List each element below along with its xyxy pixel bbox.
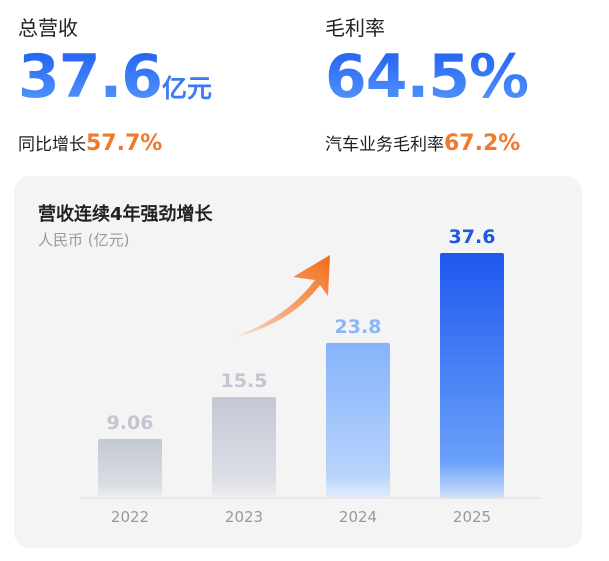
kpi-value: 64.5% <box>325 42 529 112</box>
kpi-sub-label: 汽车业务毛利率 <box>325 135 444 155</box>
kpi-revenue: 总营收 37.6亿元 同比增长57.7% <box>18 14 212 158</box>
bar-2022 <box>98 438 162 498</box>
data-label: 15.5 <box>221 370 268 392</box>
data-label: 37.6 <box>449 226 496 248</box>
x-tick-label: 2023 <box>225 508 263 526</box>
kpi-unit: 亿元 <box>162 74 213 103</box>
kpi-value: 37.6 <box>18 42 163 112</box>
data-label: 23.8 <box>335 316 382 338</box>
bar-2024 <box>326 342 390 498</box>
kpi-label: 总营收 <box>18 16 78 40</box>
bar-2023 <box>212 397 276 498</box>
kpi-sub-value: 67.2% <box>444 131 521 156</box>
kpi-label: 毛利率 <box>325 16 385 40</box>
kpi-sub-label: 同比增长 <box>18 135 86 155</box>
bar-2025 <box>440 253 504 498</box>
chart-title: 营收连续4年强劲增长 <box>38 204 213 225</box>
growth-arrow-icon <box>228 255 330 339</box>
x-tick-label: 2024 <box>339 508 377 526</box>
x-tick-label: 2025 <box>453 508 491 526</box>
data-label: 9.06 <box>107 412 154 434</box>
x-tick-label: 2022 <box>111 508 149 526</box>
chart-unit-label: 人民币 (亿元) <box>38 231 130 249</box>
kpi-gross-margin: 毛利率 64.5% 汽车业务毛利率67.2% <box>325 14 529 158</box>
kpi-sub-value: 57.7% <box>86 131 163 156</box>
